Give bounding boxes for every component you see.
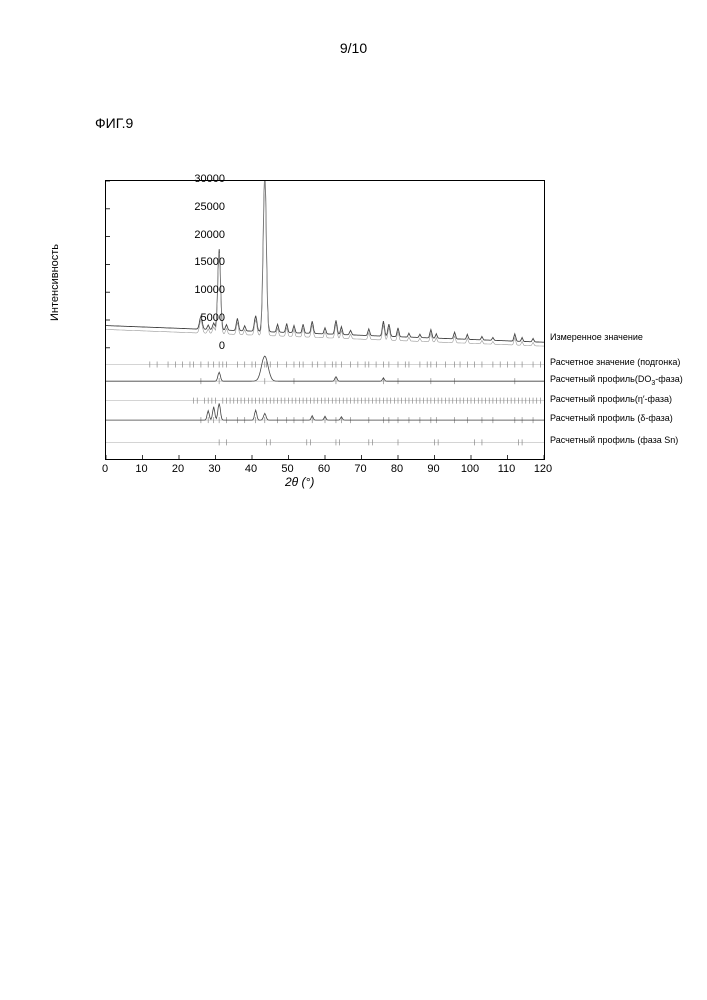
x-tick: 40 xyxy=(239,463,263,475)
x-tick: 70 xyxy=(349,463,373,475)
y-tick: 5000 xyxy=(185,312,225,324)
y-tick: 15000 xyxy=(185,256,225,268)
x-tick: 100 xyxy=(458,463,482,475)
series-label: Измеренное значение xyxy=(550,332,643,342)
x-tick: 120 xyxy=(531,463,555,475)
figure-label: ФИГ.9 xyxy=(95,115,133,131)
x-tick: 10 xyxy=(130,463,154,475)
y-tick: 20000 xyxy=(185,229,225,241)
x-tick: 50 xyxy=(276,463,300,475)
series-label: Расчетный профиль(DO3-фаза) xyxy=(550,374,683,387)
xrd-chart: Интенсивность 2θ (°) 0 5000 10000 15000 2000… xyxy=(35,165,670,495)
page-number: 9/10 xyxy=(0,0,707,56)
y-tick: 25000 xyxy=(185,201,225,213)
x-tick: 0 xyxy=(93,463,117,475)
y-axis-label: Интенсивность xyxy=(49,244,61,321)
x-tick: 90 xyxy=(422,463,446,475)
x-tick: 110 xyxy=(495,463,519,475)
x-tick: 60 xyxy=(312,463,336,475)
x-tick: 20 xyxy=(166,463,190,475)
chart-traces xyxy=(106,181,544,459)
x-tick: 30 xyxy=(203,463,227,475)
series-label: Расчетный профиль(η′-фаза) xyxy=(550,394,672,404)
y-tick: 10000 xyxy=(185,284,225,296)
series-label: Расчетный профиль (δ-фаза) xyxy=(550,413,673,423)
plot-area xyxy=(105,180,545,460)
y-tick: 0 xyxy=(185,340,225,352)
series-label: Расчетное значение (подгонка) xyxy=(550,357,680,367)
y-tick: 30000 xyxy=(185,173,225,185)
series-label: Расчетный профиль (фаза Sn) xyxy=(550,435,678,445)
x-axis-label: 2θ (°) xyxy=(285,475,314,489)
x-tick: 80 xyxy=(385,463,409,475)
